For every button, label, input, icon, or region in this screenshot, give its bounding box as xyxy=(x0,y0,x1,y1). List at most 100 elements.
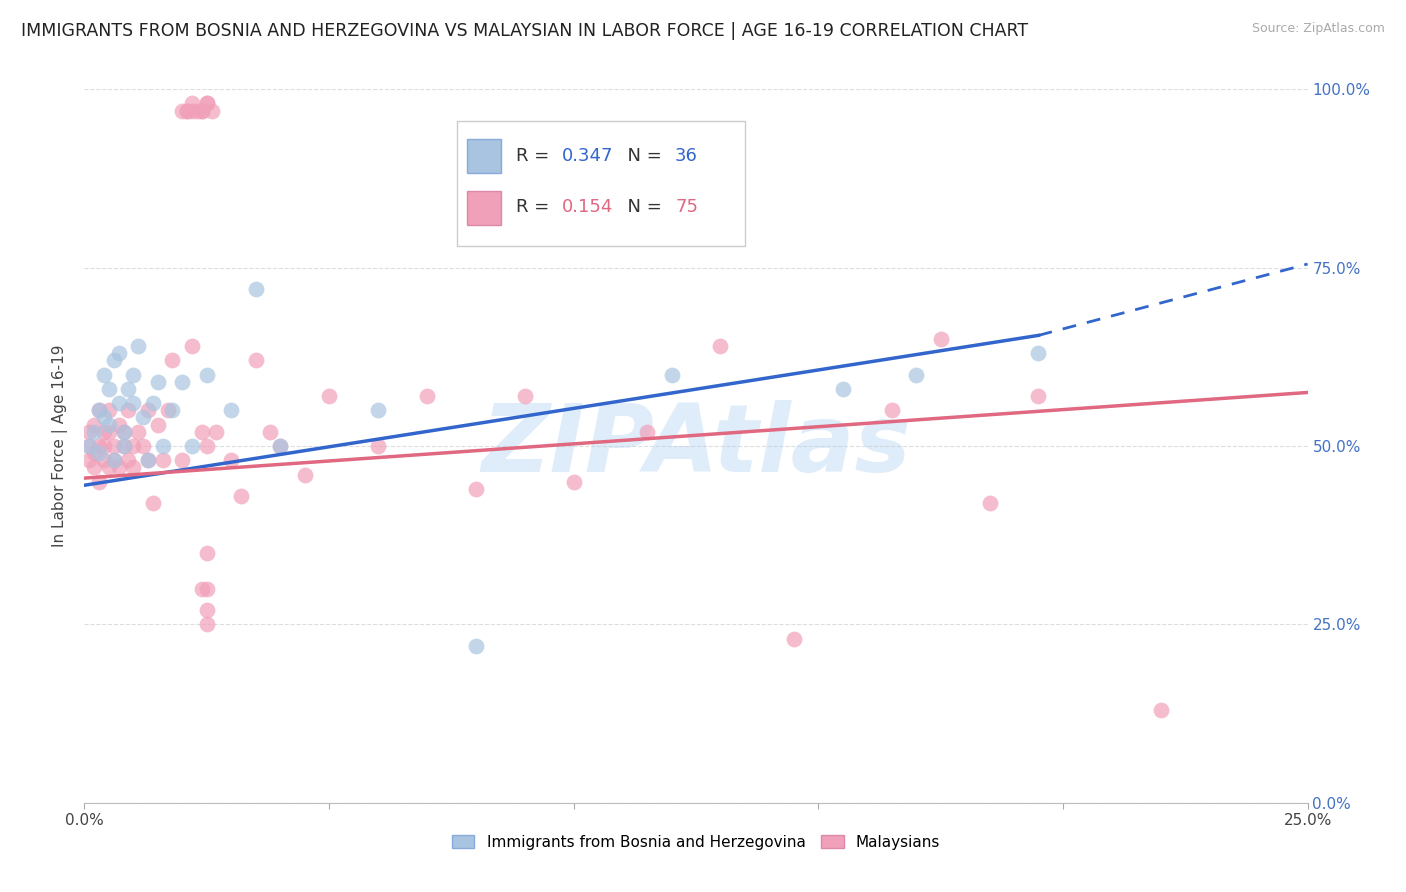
Point xyxy=(195,439,218,453)
Y-axis label: In Labor Force | Age 16-19: In Labor Force | Age 16-19 xyxy=(52,344,69,548)
Point xyxy=(195,368,218,382)
Point xyxy=(87,475,110,489)
Point xyxy=(181,439,204,453)
Point xyxy=(103,453,125,467)
FancyBboxPatch shape xyxy=(467,191,502,225)
Point xyxy=(229,489,252,503)
Point xyxy=(87,439,110,453)
Text: 0.154: 0.154 xyxy=(561,198,613,216)
Point xyxy=(112,439,135,453)
Point xyxy=(318,389,340,403)
Point xyxy=(562,475,585,489)
Point xyxy=(77,439,100,453)
Point xyxy=(181,96,204,111)
Point xyxy=(219,403,242,417)
Point xyxy=(513,389,536,403)
Point xyxy=(195,603,218,617)
Point xyxy=(77,425,100,439)
Text: IMMIGRANTS FROM BOSNIA AND HERZEGOVINA VS MALAYSIAN IN LABOR FORCE | AGE 16-19 C: IMMIGRANTS FROM BOSNIA AND HERZEGOVINA V… xyxy=(21,22,1028,40)
Point xyxy=(783,632,806,646)
Point xyxy=(93,410,115,425)
Point xyxy=(122,396,145,410)
Point xyxy=(294,467,316,482)
Point xyxy=(132,439,155,453)
Point xyxy=(245,353,267,368)
Point xyxy=(195,96,218,111)
Point xyxy=(97,425,120,439)
Point xyxy=(181,103,204,118)
Point xyxy=(152,439,174,453)
Point xyxy=(156,403,179,417)
Point xyxy=(1028,346,1050,360)
Point xyxy=(112,425,135,439)
Point xyxy=(117,403,139,417)
Point xyxy=(186,103,208,118)
Point xyxy=(905,368,928,382)
Point xyxy=(93,453,115,467)
Point xyxy=(464,482,486,496)
Point xyxy=(709,339,731,353)
Point xyxy=(146,375,169,389)
Point xyxy=(200,103,222,118)
Point xyxy=(87,403,110,417)
Point xyxy=(77,439,100,453)
Point xyxy=(191,425,214,439)
Text: R =: R = xyxy=(516,146,555,164)
Point xyxy=(83,417,105,432)
Point xyxy=(132,410,155,425)
Point xyxy=(97,417,120,432)
Point xyxy=(191,103,214,118)
Point xyxy=(1150,703,1173,717)
Point xyxy=(93,425,115,439)
Text: N =: N = xyxy=(616,198,668,216)
Point xyxy=(172,453,194,467)
Point xyxy=(83,460,105,475)
Text: ZIPAtlas: ZIPAtlas xyxy=(481,400,911,492)
Text: N =: N = xyxy=(616,146,668,164)
Point xyxy=(269,439,291,453)
Point xyxy=(83,425,105,439)
Point xyxy=(122,439,145,453)
Text: 0.347: 0.347 xyxy=(561,146,613,164)
Point xyxy=(103,453,125,467)
Point xyxy=(245,282,267,296)
Legend: Immigrants from Bosnia and Herzegovina, Malaysians: Immigrants from Bosnia and Herzegovina, … xyxy=(446,829,946,855)
Point xyxy=(117,382,139,396)
Point xyxy=(97,382,120,396)
Point xyxy=(831,382,853,396)
Point xyxy=(107,396,129,410)
Point xyxy=(636,425,658,439)
Point xyxy=(87,446,110,460)
Point xyxy=(117,453,139,467)
Point xyxy=(195,546,218,560)
Point xyxy=(93,368,115,382)
FancyBboxPatch shape xyxy=(467,139,502,173)
Point xyxy=(416,389,439,403)
Point xyxy=(107,460,129,475)
Point xyxy=(136,403,159,417)
Point xyxy=(176,103,198,118)
Point xyxy=(103,439,125,453)
Point xyxy=(77,453,100,467)
Point xyxy=(172,103,194,118)
Point xyxy=(195,582,218,596)
Point xyxy=(136,453,159,467)
Point xyxy=(142,496,165,510)
Point xyxy=(127,425,149,439)
Point xyxy=(136,453,159,467)
Point xyxy=(172,375,194,389)
FancyBboxPatch shape xyxy=(457,121,745,246)
Text: 75: 75 xyxy=(675,198,699,216)
Point xyxy=(929,332,952,346)
Point xyxy=(142,396,165,410)
Point xyxy=(367,439,389,453)
Text: R =: R = xyxy=(516,198,555,216)
Point xyxy=(152,453,174,467)
Text: 36: 36 xyxy=(675,146,697,164)
Point xyxy=(97,460,120,475)
Text: Source: ZipAtlas.com: Source: ZipAtlas.com xyxy=(1251,22,1385,36)
Point xyxy=(191,582,214,596)
Point xyxy=(107,417,129,432)
Point xyxy=(259,425,281,439)
Point xyxy=(219,453,242,467)
